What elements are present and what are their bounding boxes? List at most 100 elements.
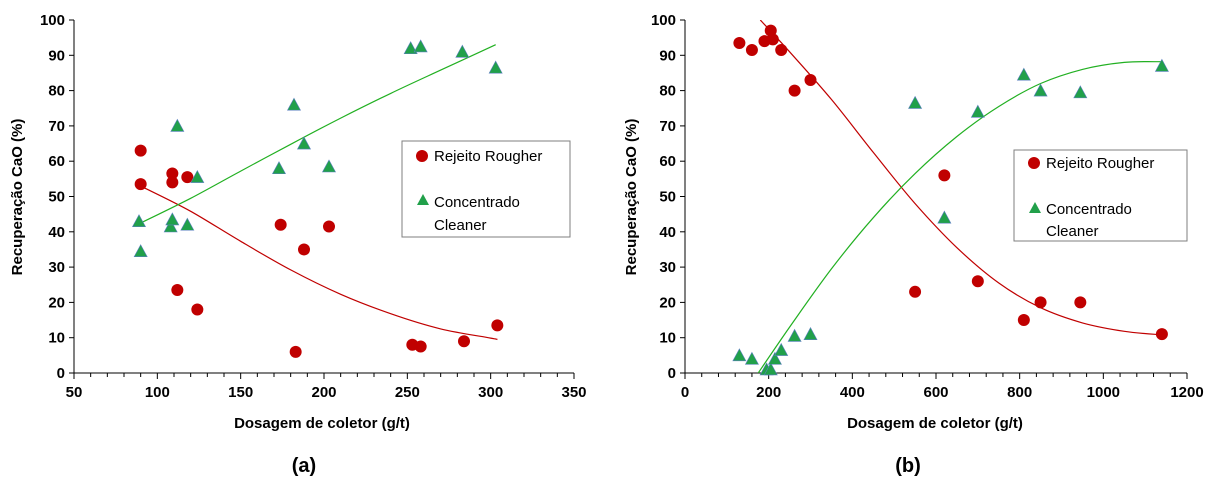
x-tick-label: 100 <box>145 384 170 401</box>
x-tick-label: 0 <box>681 384 689 401</box>
y-tick-label: 60 <box>659 153 676 170</box>
data-point-rejeito <box>745 44 758 57</box>
trendline-concentrado <box>140 44 496 224</box>
data-point-concentrado <box>488 60 503 74</box>
trendlines-b <box>757 20 1162 373</box>
x-tick-label: 350 <box>561 384 586 401</box>
data-point-concentrado <box>413 39 428 53</box>
y-tick-label: 60 <box>48 153 65 170</box>
data-point-concentrado <box>1073 85 1088 99</box>
data-point-concentrado <box>455 44 470 58</box>
panel-label-a: (a) <box>292 455 316 477</box>
legend-label-rejeito-b: Rejeito Rougher <box>1046 155 1154 172</box>
x-tick-label: 400 <box>840 384 865 401</box>
data-point-concentrado <box>1154 58 1169 72</box>
data-point-concentrado <box>131 214 147 228</box>
data-point-concentrado <box>190 169 205 183</box>
y-tick-label: 50 <box>48 189 65 206</box>
y-axis-title-b: Recuperação CaO (%) <box>623 119 640 276</box>
data-point-rejeito <box>414 340 427 353</box>
marks-a <box>131 39 504 358</box>
data-point-rejeito <box>733 36 746 49</box>
y-tick-label: 20 <box>659 294 676 311</box>
y-tick-label: 0 <box>57 365 65 382</box>
data-point-rejeito <box>775 44 788 57</box>
data-point-rejeito <box>909 285 922 298</box>
data-point-rejeito <box>298 243 310 256</box>
x-tick-label: 800 <box>1007 384 1032 401</box>
legend-label-concentrado-line1-a: Concentrado <box>434 194 520 211</box>
trendline-rejeito <box>143 187 498 341</box>
data-point-rejeito <box>1034 296 1047 309</box>
y-tick-label: 30 <box>48 259 65 276</box>
data-point-rejeito <box>766 33 779 46</box>
data-point-concentrado <box>767 351 782 365</box>
data-point-concentrado <box>163 219 178 233</box>
data-point-concentrado <box>133 244 148 258</box>
data-point-rejeito <box>491 319 504 332</box>
legend-label-concentrado-line1-b: Concentrado <box>1046 201 1132 218</box>
marks-b <box>732 24 1169 376</box>
data-point-rejeito <box>191 303 204 316</box>
data-point-concentrado <box>165 212 180 226</box>
data-point-rejeito <box>171 284 184 297</box>
y-tick-label: 90 <box>659 47 676 64</box>
legend-box-b <box>1013 149 1188 242</box>
data-point-rejeito <box>1155 328 1168 341</box>
data-point-concentrado <box>286 97 302 111</box>
y-tick-label: 0 <box>668 365 676 382</box>
y-tick-label: 100 <box>40 12 65 29</box>
chart-panel-a: Recuperação CaO (%) Dosagem de coletor (… <box>9 12 587 477</box>
y-tick-label: 10 <box>48 330 65 347</box>
x-axis-title-b: Dosagem de coletor (g/t) <box>847 415 1023 432</box>
panel-label-b: (b) <box>895 455 921 477</box>
y-tick-label: 30 <box>659 259 676 276</box>
x-tick-label: 300 <box>478 384 503 401</box>
data-point-rejeito <box>458 335 470 348</box>
data-point-concentrado <box>787 328 802 342</box>
data-point-concentrado <box>180 217 195 231</box>
y-tick-label: 70 <box>48 118 65 135</box>
data-point-rejeito <box>166 167 179 180</box>
trendlines-a <box>140 44 498 341</box>
y-tick-label: 10 <box>659 330 676 347</box>
data-point-rejeito <box>289 345 302 358</box>
y-tick-label: 90 <box>48 47 65 64</box>
x-tick-label: 200 <box>311 384 336 401</box>
legend-label-concentrado-line2-b: Cleaner <box>1046 223 1099 240</box>
data-point-concentrado <box>774 342 789 356</box>
legend-label-concentrado-line2-a: Cleaner <box>434 217 487 234</box>
data-point-concentrado <box>970 104 985 118</box>
data-point-concentrado <box>937 210 952 224</box>
y-tick-label: 80 <box>659 83 676 100</box>
legend-label-rejeito-a: Rejeito Rougher <box>434 148 542 165</box>
data-point-rejeito <box>166 176 179 189</box>
data-point-rejeito <box>804 74 817 87</box>
y-tick-label: 100 <box>651 12 676 29</box>
data-point-concentrado <box>744 351 759 365</box>
data-point-concentrado <box>403 41 418 55</box>
data-point-rejeito <box>1017 314 1030 327</box>
chart-panel-b: Recuperação CaO (%) Dosagem de coletor (… <box>623 12 1204 477</box>
x-tick-label: 1000 <box>1087 384 1120 401</box>
data-point-concentrado <box>908 95 923 109</box>
data-point-concentrado <box>732 348 747 362</box>
y-tick-label: 80 <box>48 83 65 100</box>
data-point-rejeito <box>938 169 951 182</box>
y-axis-title-a: Recuperação CaO (%) <box>9 119 26 276</box>
x-tick-label: 150 <box>228 384 253 401</box>
legend-marker-rejeito-b <box>1028 157 1040 169</box>
x-axis-title-a: Dosagem de coletor (g/t) <box>234 415 410 432</box>
x-tick-label: 250 <box>395 384 420 401</box>
legend-marker-concentrado-a <box>417 194 429 205</box>
data-point-rejeito <box>971 275 984 288</box>
y-tick-label: 70 <box>659 118 676 135</box>
x-tick-label: 200 <box>756 384 781 401</box>
data-point-rejeito <box>134 144 147 157</box>
data-point-rejeito <box>788 84 801 97</box>
data-point-rejeito <box>1074 296 1087 309</box>
legend-marker-rejeito-a <box>416 150 428 162</box>
data-point-concentrado <box>763 362 778 376</box>
